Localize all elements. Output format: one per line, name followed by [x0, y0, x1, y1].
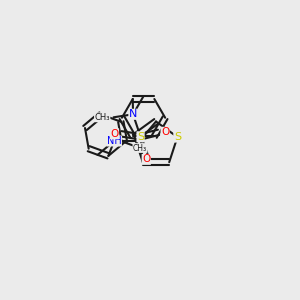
Text: NH: NH [107, 136, 122, 146]
Text: O: O [161, 127, 169, 137]
Text: CH₃: CH₃ [94, 113, 110, 122]
Text: O: O [142, 154, 150, 164]
Text: CH₃: CH₃ [133, 143, 147, 152]
Text: O: O [110, 129, 118, 139]
Text: N: N [129, 109, 137, 119]
Text: S: S [174, 132, 181, 142]
Text: S: S [137, 132, 144, 142]
